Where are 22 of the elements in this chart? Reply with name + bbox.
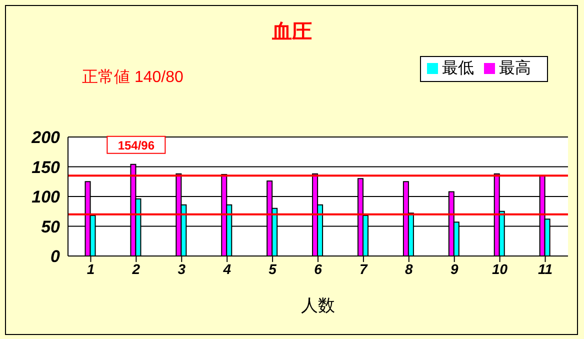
chart-title: 血圧 (271, 20, 313, 45)
x-tick-label: 6 (314, 260, 322, 277)
chart-subtitle: 正常値 140/80 (82, 68, 184, 88)
y-tick-label: 0 (50, 247, 61, 266)
legend-label: 最高 (499, 60, 531, 77)
x-axis-title: 人数 (300, 295, 336, 317)
x-tick-label: 2 (131, 260, 140, 277)
legend-label: 最低 (442, 60, 474, 77)
x-tick-label: 8 (405, 260, 414, 277)
annotation: 154/96 (118, 138, 155, 152)
y-tick-label: 50 (41, 217, 61, 236)
x-tick-label: 11 (538, 260, 553, 277)
x-tick-label: 9 (450, 260, 458, 277)
x-tick-label: 10 (492, 260, 508, 277)
x-tick-label: 5 (268, 260, 277, 277)
x-tick-label: 1 (86, 260, 95, 277)
x-tick-label: 3 (178, 260, 186, 277)
y-tick-label: 150 (32, 158, 61, 177)
x-tick-label: 7 (360, 260, 369, 277)
x-tick-label: 4 (222, 260, 232, 277)
y-tick-label: 200 (30, 128, 61, 148)
y-tick-label: 100 (32, 188, 61, 207)
